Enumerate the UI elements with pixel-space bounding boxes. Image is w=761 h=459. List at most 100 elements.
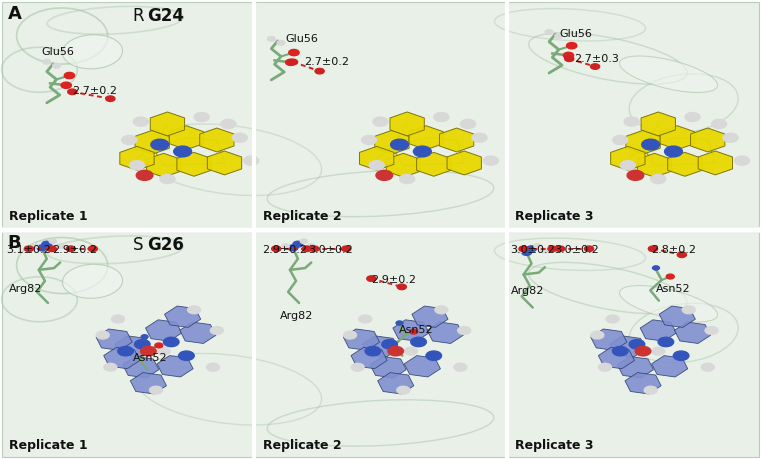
Circle shape (358, 315, 372, 323)
FancyBboxPatch shape (2, 232, 759, 457)
Text: Replicate 3: Replicate 3 (515, 210, 594, 223)
Circle shape (315, 68, 324, 74)
Circle shape (667, 274, 674, 279)
Text: 2.9±0.2: 2.9±0.2 (52, 245, 97, 255)
Text: Glu56: Glu56 (559, 29, 592, 39)
Circle shape (369, 161, 384, 170)
Text: G26: G26 (147, 236, 183, 254)
Circle shape (591, 331, 604, 339)
Circle shape (342, 246, 351, 252)
Circle shape (272, 246, 281, 252)
Circle shape (149, 386, 163, 394)
Ellipse shape (62, 264, 123, 298)
Circle shape (404, 347, 418, 355)
Text: Replicate 2: Replicate 2 (263, 439, 342, 452)
Text: Asn52: Asn52 (656, 284, 690, 294)
Text: 2.7±0.3: 2.7±0.3 (575, 54, 619, 64)
Circle shape (66, 246, 75, 252)
Circle shape (519, 246, 528, 252)
Circle shape (541, 248, 549, 253)
Circle shape (606, 315, 619, 323)
Text: 2.7±0.2: 2.7±0.2 (72, 86, 117, 96)
Ellipse shape (619, 285, 718, 322)
Circle shape (118, 347, 133, 356)
Circle shape (658, 337, 673, 347)
Circle shape (664, 146, 683, 157)
Circle shape (651, 347, 665, 355)
Text: 2.9±0.2: 2.9±0.2 (263, 245, 307, 255)
Text: 2.7±0.2: 2.7±0.2 (304, 56, 349, 67)
Circle shape (42, 241, 52, 247)
Circle shape (677, 252, 686, 257)
Circle shape (555, 34, 562, 38)
Circle shape (210, 326, 224, 335)
Circle shape (598, 363, 612, 371)
Text: G24: G24 (147, 7, 184, 25)
Circle shape (129, 161, 145, 170)
Circle shape (267, 37, 275, 41)
Circle shape (545, 30, 553, 34)
Circle shape (106, 96, 115, 101)
Circle shape (288, 245, 298, 251)
Circle shape (351, 363, 365, 371)
Circle shape (244, 156, 259, 165)
Text: Arg82: Arg82 (511, 286, 545, 296)
Text: Replicate 1: Replicate 1 (9, 210, 88, 223)
Text: S: S (133, 236, 149, 254)
Circle shape (61, 82, 72, 89)
Circle shape (37, 245, 46, 251)
Circle shape (411, 337, 426, 347)
Circle shape (584, 246, 594, 252)
Circle shape (136, 170, 153, 180)
Circle shape (155, 343, 163, 348)
Circle shape (88, 246, 97, 252)
Circle shape (527, 246, 537, 252)
Circle shape (682, 306, 696, 314)
Circle shape (483, 156, 498, 165)
Circle shape (206, 363, 220, 371)
Circle shape (673, 351, 689, 360)
Circle shape (522, 250, 531, 255)
Text: 2.9±0.2: 2.9±0.2 (371, 274, 416, 285)
Circle shape (302, 246, 311, 252)
Circle shape (361, 135, 377, 145)
Text: Replicate 2: Replicate 2 (263, 210, 342, 223)
Circle shape (194, 112, 209, 122)
Text: Asn52: Asn52 (133, 353, 167, 363)
Circle shape (651, 174, 666, 184)
Circle shape (232, 133, 247, 142)
Circle shape (142, 335, 148, 339)
Circle shape (174, 146, 192, 157)
Circle shape (179, 351, 194, 360)
Circle shape (591, 64, 600, 69)
Circle shape (653, 266, 659, 270)
Circle shape (135, 340, 150, 349)
Text: 2.8±0.2: 2.8±0.2 (651, 245, 696, 255)
Circle shape (734, 156, 750, 165)
Circle shape (160, 174, 175, 184)
Circle shape (426, 351, 441, 360)
Circle shape (642, 139, 660, 150)
FancyBboxPatch shape (2, 2, 759, 227)
Circle shape (400, 174, 415, 184)
Text: 3.0±0.2: 3.0±0.2 (554, 245, 599, 255)
Circle shape (434, 112, 449, 122)
Circle shape (310, 246, 319, 252)
Circle shape (566, 43, 577, 49)
Circle shape (376, 170, 393, 180)
Circle shape (723, 133, 738, 142)
Ellipse shape (619, 56, 718, 93)
Circle shape (396, 386, 410, 394)
Circle shape (277, 40, 285, 45)
Circle shape (388, 347, 403, 356)
Circle shape (373, 117, 388, 126)
Circle shape (472, 133, 487, 142)
Circle shape (712, 119, 727, 129)
Text: Replicate 1: Replicate 1 (9, 439, 88, 452)
Ellipse shape (62, 35, 123, 69)
Circle shape (288, 50, 299, 56)
Circle shape (382, 340, 397, 349)
Circle shape (365, 347, 380, 356)
Text: Arg82: Arg82 (9, 284, 43, 294)
Circle shape (285, 59, 296, 66)
